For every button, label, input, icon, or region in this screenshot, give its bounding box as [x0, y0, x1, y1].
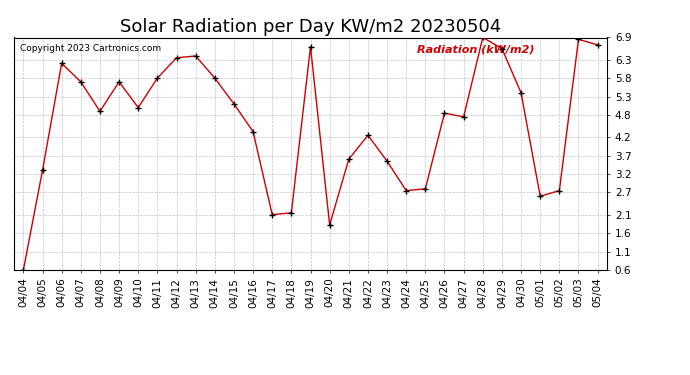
Text: Copyright 2023 Cartronics.com: Copyright 2023 Cartronics.com	[20, 45, 161, 54]
Text: Radiation (kW/m2): Radiation (kW/m2)	[417, 45, 535, 54]
Title: Solar Radiation per Day KW/m2 20230504: Solar Radiation per Day KW/m2 20230504	[120, 18, 501, 36]
